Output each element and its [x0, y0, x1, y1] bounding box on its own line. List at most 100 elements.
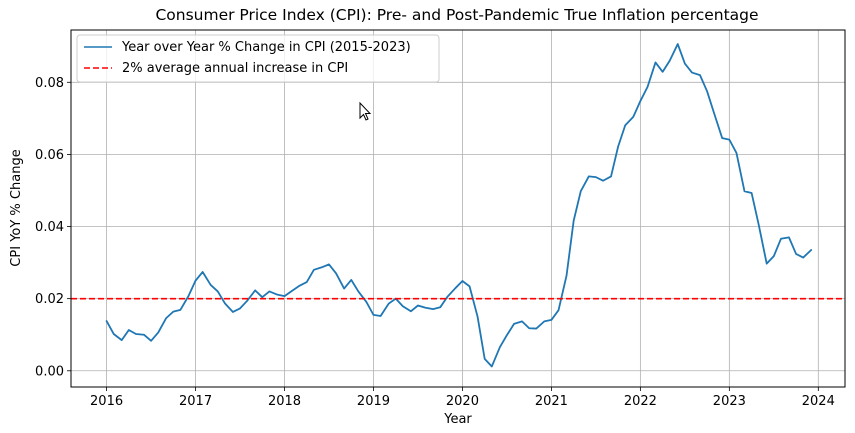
data-point — [654, 61, 657, 64]
data-point — [543, 320, 545, 322]
data-point — [699, 74, 701, 76]
data-point — [439, 306, 441, 308]
y-axis-title: CPI YoY % Change — [9, 149, 24, 266]
x-tick-label: 2022 — [624, 394, 657, 409]
data-point — [735, 152, 738, 154]
data-point — [780, 238, 782, 240]
data-point — [157, 331, 159, 334]
data-point — [128, 329, 130, 331]
data-point — [424, 307, 426, 309]
data-point — [343, 287, 345, 290]
data-point — [646, 86, 649, 88]
data-point — [417, 304, 419, 307]
data-point — [639, 100, 641, 102]
data-point — [788, 236, 790, 238]
y-tick-label: 0.00 — [35, 364, 64, 379]
data-point — [113, 333, 115, 335]
legend-label-target: 2% average annual increase in CPI — [122, 61, 348, 76]
data-point — [632, 116, 634, 118]
data-point — [684, 62, 686, 65]
data-point — [172, 311, 174, 313]
y-tick-label: 0.08 — [35, 76, 64, 91]
data-point — [662, 71, 664, 73]
data-point — [557, 309, 560, 311]
data-point — [105, 320, 108, 322]
x-tick-label: 2020 — [446, 394, 479, 409]
series-layer — [71, 43, 845, 368]
data-point — [276, 294, 278, 296]
x-tick-label: 2018 — [268, 394, 301, 409]
data-point — [528, 327, 530, 329]
data-point — [484, 358, 486, 360]
x-axis-title: Year — [443, 412, 472, 427]
data-point — [580, 190, 582, 192]
data-point — [617, 145, 619, 148]
data-point — [677, 43, 679, 45]
data-point — [283, 295, 286, 297]
data-point — [550, 319, 553, 321]
data-point — [513, 323, 515, 325]
data-point — [291, 290, 293, 292]
data-point — [143, 334, 145, 336]
data-point — [179, 309, 182, 311]
data-point — [691, 71, 693, 74]
y-tick-label: 0.04 — [35, 220, 64, 235]
data-point — [521, 320, 523, 322]
data-point — [194, 280, 197, 282]
data-point — [446, 296, 448, 298]
data-point — [232, 311, 234, 313]
data-point — [210, 284, 212, 286]
data-point — [187, 295, 190, 297]
data-point — [432, 308, 434, 310]
data-point — [721, 137, 723, 139]
data-point — [454, 287, 456, 289]
y-tick-label: 0.02 — [35, 292, 64, 307]
data-point — [713, 113, 715, 115]
data-point — [773, 255, 775, 257]
legend-label-cpi: Year over Year % Change in CPI (2015-202… — [121, 40, 411, 55]
data-point — [802, 256, 804, 259]
x-tick-label: 2024 — [802, 394, 835, 409]
axis-ticks: 2016 2017 2018 2019 2020 2021 2022 2023 2024 0.00… — [35, 76, 835, 409]
data-point — [468, 285, 471, 287]
data-point — [246, 300, 248, 302]
data-point — [328, 263, 330, 265]
data-point — [121, 339, 123, 341]
data-point — [268, 290, 270, 293]
y-tick-label: 0.06 — [35, 148, 64, 163]
data-point — [491, 365, 493, 368]
data-point — [357, 290, 359, 293]
data-point — [388, 303, 390, 305]
chart-title: Consumer Price Index (CPI): Pre- and Pos… — [155, 6, 758, 24]
data-point — [150, 340, 152, 342]
data-point — [261, 296, 263, 298]
legend-box — [76, 34, 440, 83]
data-point — [728, 139, 730, 141]
data-point — [602, 180, 604, 182]
data-point — [217, 290, 219, 293]
x-tick-label: 2017 — [179, 394, 212, 409]
data-point — [476, 316, 479, 318]
series-line-cpi-yoy — [105, 43, 813, 368]
data-point — [506, 334, 508, 336]
x-tick-label: 2023 — [713, 394, 746, 409]
data-point — [766, 263, 768, 265]
data-point — [380, 315, 382, 317]
data-point — [461, 280, 464, 282]
data-point — [299, 285, 301, 287]
data-point — [372, 314, 375, 316]
mouse-cursor-icon — [359, 101, 372, 121]
data-point — [313, 269, 315, 271]
data-point — [669, 60, 671, 62]
data-point — [595, 176, 597, 178]
data-point — [743, 190, 746, 192]
data-point — [758, 224, 760, 226]
data-point — [706, 90, 708, 92]
data-point — [624, 124, 626, 126]
data-point — [306, 281, 308, 283]
data-point — [224, 302, 226, 304]
data-point — [254, 289, 256, 291]
data-point — [573, 220, 575, 222]
x-tick-label: 2019 — [357, 394, 390, 409]
